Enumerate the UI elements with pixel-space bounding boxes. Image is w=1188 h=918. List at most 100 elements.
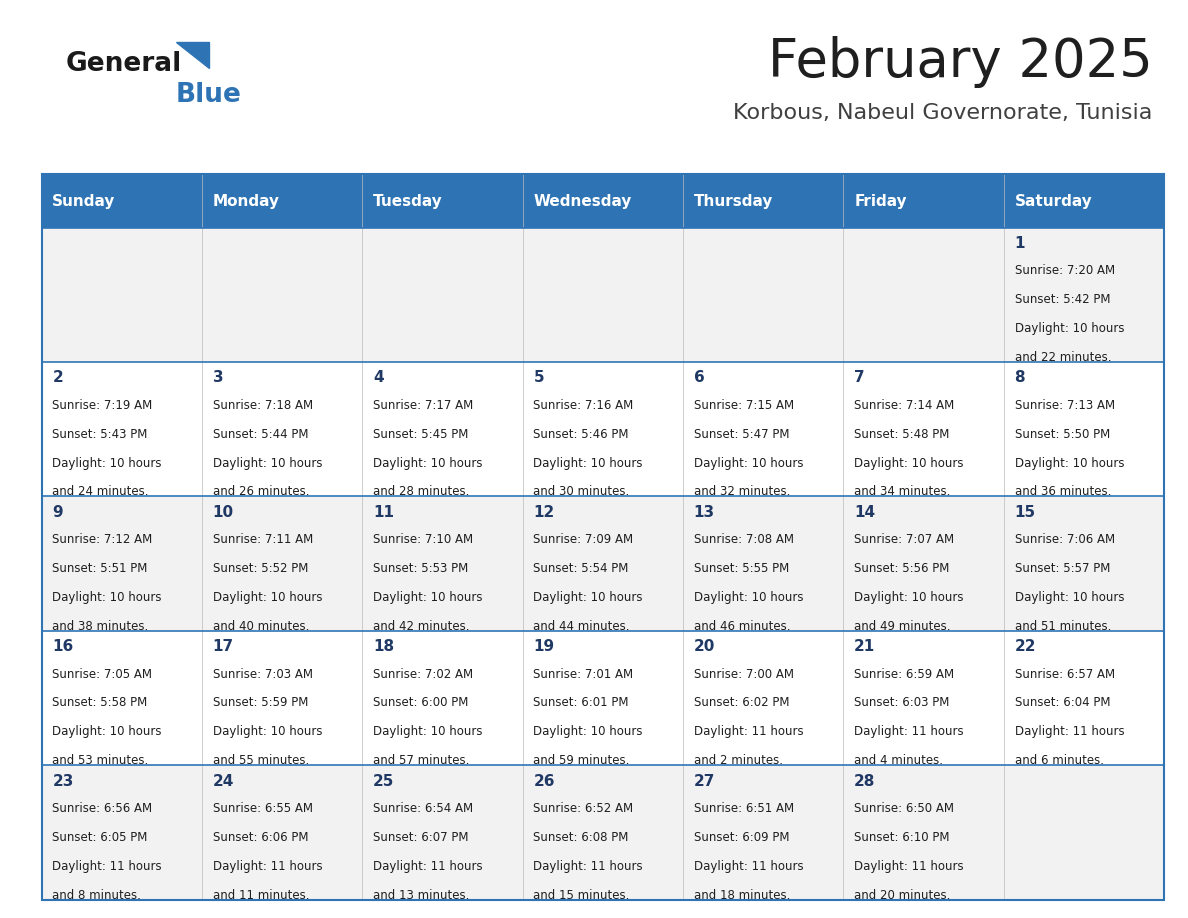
Text: 18: 18 bbox=[373, 639, 394, 655]
Text: Daylight: 10 hours: Daylight: 10 hours bbox=[52, 725, 162, 738]
Text: and 44 minutes.: and 44 minutes. bbox=[533, 620, 630, 633]
Text: Sunset: 5:56 PM: Sunset: 5:56 PM bbox=[854, 562, 949, 575]
Text: 24: 24 bbox=[213, 774, 234, 789]
Text: Sunrise: 7:03 AM: Sunrise: 7:03 AM bbox=[213, 667, 312, 680]
Text: and 46 minutes.: and 46 minutes. bbox=[694, 620, 790, 633]
Text: Sunrise: 7:15 AM: Sunrise: 7:15 AM bbox=[694, 398, 794, 412]
Text: 4: 4 bbox=[373, 370, 384, 386]
Text: and 30 minutes.: and 30 minutes. bbox=[533, 486, 630, 498]
Text: Daylight: 11 hours: Daylight: 11 hours bbox=[533, 860, 643, 873]
Text: 15: 15 bbox=[1015, 505, 1036, 520]
Bar bbox=[42, 174, 1164, 228]
Text: Sunset: 6:10 PM: Sunset: 6:10 PM bbox=[854, 831, 949, 844]
Text: 2: 2 bbox=[52, 370, 63, 386]
Text: 6: 6 bbox=[694, 370, 704, 386]
Text: Sunset: 5:42 PM: Sunset: 5:42 PM bbox=[1015, 293, 1110, 307]
Text: and 57 minutes.: and 57 minutes. bbox=[373, 755, 469, 767]
Text: Sunset: 6:07 PM: Sunset: 6:07 PM bbox=[373, 831, 468, 844]
Text: Sunrise: 7:05 AM: Sunrise: 7:05 AM bbox=[52, 667, 152, 680]
Text: Sunrise: 6:51 AM: Sunrise: 6:51 AM bbox=[694, 802, 794, 815]
Bar bbox=[42, 631, 1164, 766]
Text: Sunset: 6:06 PM: Sunset: 6:06 PM bbox=[213, 831, 308, 844]
Text: Daylight: 10 hours: Daylight: 10 hours bbox=[373, 725, 482, 738]
Text: Sunset: 6:08 PM: Sunset: 6:08 PM bbox=[533, 831, 628, 844]
Text: and 59 minutes.: and 59 minutes. bbox=[533, 755, 630, 767]
Text: Sunrise: 7:09 AM: Sunrise: 7:09 AM bbox=[533, 533, 633, 546]
Text: and 22 minutes.: and 22 minutes. bbox=[1015, 351, 1111, 364]
Text: 25: 25 bbox=[373, 774, 394, 789]
Text: and 8 minutes.: and 8 minutes. bbox=[52, 889, 141, 901]
Text: Friday: Friday bbox=[854, 194, 906, 208]
Text: Sunset: 5:58 PM: Sunset: 5:58 PM bbox=[52, 697, 147, 710]
Text: 20: 20 bbox=[694, 639, 715, 655]
Text: and 32 minutes.: and 32 minutes. bbox=[694, 486, 790, 498]
Text: Sunset: 5:50 PM: Sunset: 5:50 PM bbox=[1015, 428, 1110, 441]
Text: 16: 16 bbox=[52, 639, 74, 655]
Text: Daylight: 10 hours: Daylight: 10 hours bbox=[213, 725, 322, 738]
Text: Daylight: 11 hours: Daylight: 11 hours bbox=[373, 860, 482, 873]
Text: and 4 minutes.: and 4 minutes. bbox=[854, 755, 943, 767]
Text: and 20 minutes.: and 20 minutes. bbox=[854, 889, 950, 901]
Text: and 13 minutes.: and 13 minutes. bbox=[373, 889, 469, 901]
Text: and 11 minutes.: and 11 minutes. bbox=[213, 889, 309, 901]
Text: and 28 minutes.: and 28 minutes. bbox=[373, 486, 469, 498]
Text: Daylight: 10 hours: Daylight: 10 hours bbox=[854, 456, 963, 470]
Bar bbox=[42, 766, 1164, 900]
Text: Sunrise: 6:52 AM: Sunrise: 6:52 AM bbox=[533, 802, 633, 815]
Text: Sunrise: 6:56 AM: Sunrise: 6:56 AM bbox=[52, 802, 152, 815]
Text: Sunday: Sunday bbox=[52, 194, 115, 208]
Text: Wednesday: Wednesday bbox=[533, 194, 632, 208]
Text: Sunset: 5:46 PM: Sunset: 5:46 PM bbox=[533, 428, 628, 441]
Text: Blue: Blue bbox=[176, 82, 241, 107]
Text: Sunset: 6:04 PM: Sunset: 6:04 PM bbox=[1015, 697, 1110, 710]
Text: and 6 minutes.: and 6 minutes. bbox=[1015, 755, 1104, 767]
Text: Daylight: 11 hours: Daylight: 11 hours bbox=[854, 860, 963, 873]
Text: and 2 minutes.: and 2 minutes. bbox=[694, 755, 783, 767]
Text: Sunset: 5:57 PM: Sunset: 5:57 PM bbox=[1015, 562, 1110, 575]
Text: 26: 26 bbox=[533, 774, 555, 789]
Text: Sunset: 6:02 PM: Sunset: 6:02 PM bbox=[694, 697, 789, 710]
Text: Sunrise: 6:57 AM: Sunrise: 6:57 AM bbox=[1015, 667, 1114, 680]
Text: 23: 23 bbox=[52, 774, 74, 789]
Text: and 38 minutes.: and 38 minutes. bbox=[52, 620, 148, 633]
Text: and 34 minutes.: and 34 minutes. bbox=[854, 486, 950, 498]
Text: 28: 28 bbox=[854, 774, 876, 789]
Bar bbox=[42, 497, 1164, 631]
Text: Daylight: 10 hours: Daylight: 10 hours bbox=[854, 591, 963, 604]
Text: Sunrise: 7:11 AM: Sunrise: 7:11 AM bbox=[213, 533, 312, 546]
Bar bbox=[42, 362, 1164, 497]
Text: Daylight: 10 hours: Daylight: 10 hours bbox=[1015, 591, 1124, 604]
Text: Sunset: 5:44 PM: Sunset: 5:44 PM bbox=[213, 428, 308, 441]
Text: Sunrise: 7:07 AM: Sunrise: 7:07 AM bbox=[854, 533, 954, 546]
Text: 3: 3 bbox=[213, 370, 223, 386]
Text: Daylight: 11 hours: Daylight: 11 hours bbox=[213, 860, 322, 873]
Text: Sunrise: 7:13 AM: Sunrise: 7:13 AM bbox=[1015, 398, 1114, 412]
Text: and 36 minutes.: and 36 minutes. bbox=[1015, 486, 1111, 498]
Text: Daylight: 10 hours: Daylight: 10 hours bbox=[1015, 456, 1124, 470]
Text: Sunset: 6:05 PM: Sunset: 6:05 PM bbox=[52, 831, 147, 844]
Text: Sunrise: 7:02 AM: Sunrise: 7:02 AM bbox=[373, 667, 473, 680]
Text: and 15 minutes.: and 15 minutes. bbox=[533, 889, 630, 901]
Text: Sunrise: 7:00 AM: Sunrise: 7:00 AM bbox=[694, 667, 794, 680]
Text: Sunset: 6:01 PM: Sunset: 6:01 PM bbox=[533, 697, 628, 710]
Text: Sunrise: 7:17 AM: Sunrise: 7:17 AM bbox=[373, 398, 473, 412]
Text: Daylight: 10 hours: Daylight: 10 hours bbox=[533, 725, 643, 738]
Text: and 49 minutes.: and 49 minutes. bbox=[854, 620, 950, 633]
Text: Sunset: 5:54 PM: Sunset: 5:54 PM bbox=[533, 562, 628, 575]
Text: Daylight: 10 hours: Daylight: 10 hours bbox=[1015, 322, 1124, 335]
Text: Sunset: 5:59 PM: Sunset: 5:59 PM bbox=[213, 697, 308, 710]
Text: and 42 minutes.: and 42 minutes. bbox=[373, 620, 469, 633]
Text: 22: 22 bbox=[1015, 639, 1036, 655]
Text: Sunrise: 7:20 AM: Sunrise: 7:20 AM bbox=[1015, 264, 1114, 277]
Text: 19: 19 bbox=[533, 639, 555, 655]
Text: Sunset: 5:53 PM: Sunset: 5:53 PM bbox=[373, 562, 468, 575]
Text: 9: 9 bbox=[52, 505, 63, 520]
Text: Sunset: 5:45 PM: Sunset: 5:45 PM bbox=[373, 428, 468, 441]
Text: 12: 12 bbox=[533, 505, 555, 520]
Text: Sunrise: 7:01 AM: Sunrise: 7:01 AM bbox=[533, 667, 633, 680]
Text: 5: 5 bbox=[533, 370, 544, 386]
Text: 21: 21 bbox=[854, 639, 876, 655]
Text: Daylight: 10 hours: Daylight: 10 hours bbox=[533, 456, 643, 470]
Text: and 55 minutes.: and 55 minutes. bbox=[213, 755, 309, 767]
Text: Daylight: 10 hours: Daylight: 10 hours bbox=[533, 591, 643, 604]
